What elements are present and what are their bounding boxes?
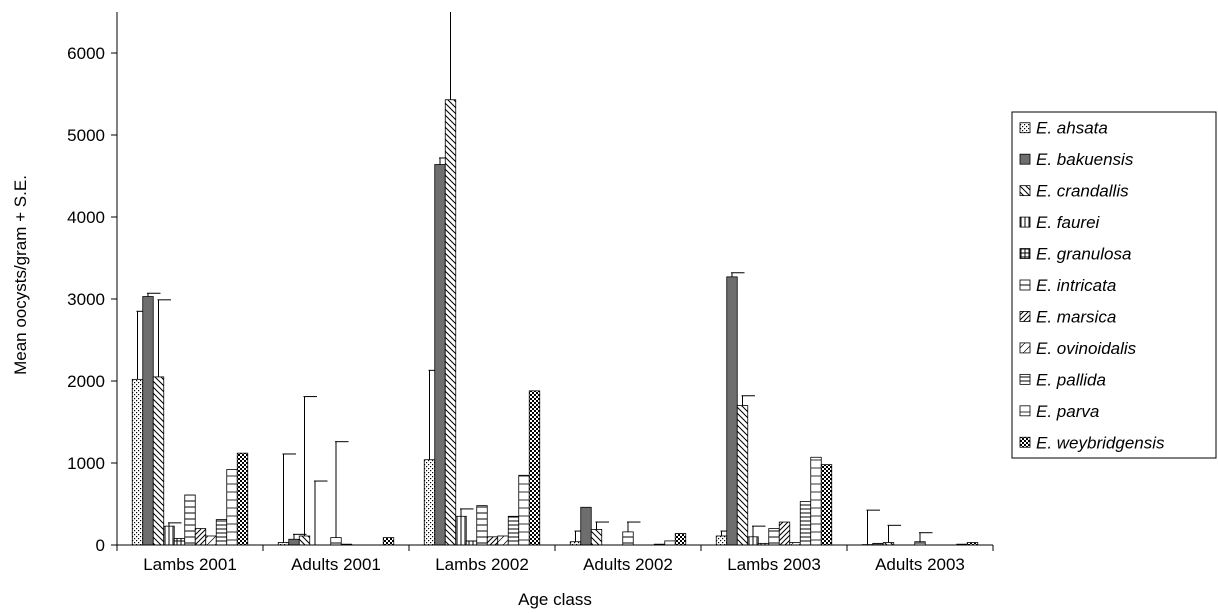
bar-e-weybridgensis-0 bbox=[236, 452, 249, 546]
y-tick-label: 0 bbox=[96, 536, 105, 555]
x-tick-label: Adults 2001 bbox=[291, 555, 381, 574]
legend-label: E. granulosa bbox=[1036, 245, 1131, 264]
bar-e-parva-3 bbox=[664, 540, 676, 546]
bar-e-pallida-4 bbox=[799, 501, 812, 546]
bar-e-parva-0 bbox=[226, 469, 238, 546]
legend-swatch bbox=[1019, 279, 1031, 291]
legend-label: E. marsica bbox=[1036, 307, 1116, 326]
bar-e-granulosa-2 bbox=[465, 540, 478, 546]
bar-e-crandallis-0 bbox=[152, 376, 165, 546]
legend-swatch bbox=[1019, 122, 1031, 134]
bar-e-marsica-4 bbox=[778, 521, 791, 546]
legend-label: E. parva bbox=[1036, 402, 1099, 421]
bar-e-faurei-4 bbox=[747, 536, 759, 546]
y-tick-label: 6000 bbox=[67, 44, 105, 63]
legend-box bbox=[1011, 111, 1217, 459]
bar-e-bakuensis-3 bbox=[580, 506, 592, 546]
axes: 0 1000 2000 3000 4000 5000 6000 Lambs 2001 Adult… bbox=[67, 12, 994, 574]
bar-e-weybridgensis-2 bbox=[528, 390, 541, 546]
x-tick-label: Lambs 2001 bbox=[143, 555, 237, 574]
legend-swatch bbox=[1019, 373, 1031, 385]
y-tick-label: 5000 bbox=[67, 126, 105, 145]
bar-e-weybridgensis-1 bbox=[382, 537, 395, 546]
bar-e-marsica-2 bbox=[486, 536, 499, 546]
legend-label: E. crandallis bbox=[1036, 182, 1129, 201]
legend-swatch bbox=[1019, 311, 1031, 322]
bar-e-intricata-3 bbox=[622, 531, 634, 546]
bar-e-ahsata-2 bbox=[423, 459, 436, 546]
bar-e-bakuensis-0 bbox=[142, 296, 154, 546]
legend-swatch bbox=[1019, 248, 1031, 259]
legend-swatch bbox=[1019, 436, 1031, 448]
legend: E. ahsata E. bakuensis E. crandallis E. fau… bbox=[1011, 111, 1217, 459]
bar-e-pallida-2 bbox=[507, 515, 520, 546]
legend-label: E. faurei bbox=[1036, 213, 1101, 232]
bar-e-ahsata-0 bbox=[131, 378, 144, 546]
bar-e-intricata-2 bbox=[476, 505, 488, 546]
bar-e-ovinoidalis-0 bbox=[205, 535, 217, 546]
bar-e-crandallis-1 bbox=[298, 535, 311, 546]
bar-e-ovinoidalis-2 bbox=[497, 535, 509, 546]
y-tick-label: 2000 bbox=[67, 372, 105, 391]
y-axis-title: Mean oocysts/gram + S.E. bbox=[11, 175, 30, 375]
y-tick-label: 4000 bbox=[67, 208, 105, 227]
y-tick-label: 3000 bbox=[67, 290, 105, 309]
bar-e-granulosa-0 bbox=[173, 538, 186, 546]
bar-e-pallida-0 bbox=[215, 519, 228, 546]
x-axis-title: Age class bbox=[518, 590, 592, 609]
bar-e-parva-2 bbox=[518, 474, 530, 546]
bar-e-ahsata-4 bbox=[715, 535, 728, 546]
bar-e-faurei-2 bbox=[455, 515, 467, 546]
legend-label: E. intricata bbox=[1036, 276, 1116, 295]
legend-swatch bbox=[1019, 405, 1031, 417]
bar-e-intricata-1 bbox=[330, 537, 342, 546]
legend-label: E. ovinoidalis bbox=[1036, 339, 1137, 358]
bar-e-bakuensis-4 bbox=[726, 276, 738, 546]
bar-e-crandallis-4 bbox=[736, 405, 749, 546]
legend-swatch bbox=[1019, 185, 1031, 197]
bar-e-weybridgensis-3 bbox=[674, 533, 687, 546]
bar-e-bakuensis-2 bbox=[434, 164, 446, 546]
x-tick-label: Adults 2003 bbox=[875, 555, 965, 574]
legend-label: E. bakuensis bbox=[1036, 150, 1134, 169]
x-tick-label: Adults 2002 bbox=[583, 555, 673, 574]
legend-swatch bbox=[1019, 153, 1031, 165]
bar-e-parva-4 bbox=[810, 456, 822, 546]
legend-label: E. weybridgensis bbox=[1036, 433, 1165, 452]
legend-swatch bbox=[1019, 216, 1031, 228]
bar-e-crandallis-3 bbox=[590, 529, 603, 546]
bar-e-faurei-0 bbox=[163, 525, 175, 546]
bar-e-crandallis-2 bbox=[444, 99, 457, 546]
legend-label: E. pallida bbox=[1036, 370, 1106, 389]
bar-e-intricata-4 bbox=[768, 528, 780, 546]
y-tick-label: 1000 bbox=[67, 454, 105, 473]
bar-e-bakuensis-1 bbox=[288, 538, 300, 546]
bar-e-marsica-0 bbox=[194, 528, 207, 546]
plot-area bbox=[131, 12, 979, 546]
x-tick-label: Lambs 2002 bbox=[435, 555, 529, 574]
bar-e-weybridgensis-4 bbox=[820, 464, 833, 546]
bar-e-intricata-0 bbox=[184, 494, 196, 546]
x-tick-label: Lambs 2003 bbox=[727, 555, 821, 574]
legend-label: E. ahsata bbox=[1036, 119, 1108, 138]
legend-swatch bbox=[1019, 342, 1031, 354]
